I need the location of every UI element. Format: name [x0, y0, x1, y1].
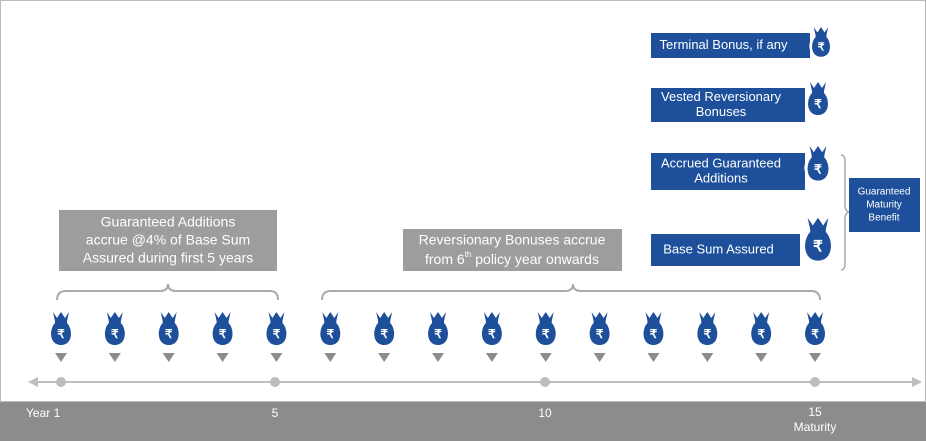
down-triangle [647, 353, 660, 362]
ga-note: Guaranteed Additions [101, 214, 236, 230]
down-triangle [162, 353, 175, 362]
rupee-symbol: ₹ [57, 327, 65, 341]
rupee-symbol: ₹ [273, 327, 281, 341]
year-label: 10 [538, 406, 552, 420]
benefit-label: Additions [694, 170, 748, 185]
benefit-label: Base Sum Assured [663, 241, 774, 256]
benefit-box [651, 33, 810, 58]
timeline-dot [56, 377, 66, 387]
ga-note-box [59, 210, 277, 271]
down-triangle [324, 353, 337, 362]
brace [321, 283, 821, 301]
down-triangle [701, 353, 714, 362]
down-triangle [270, 353, 283, 362]
timeline-dot [540, 377, 550, 387]
year-label: 5 [272, 406, 279, 420]
year-label: Year 1 [26, 406, 61, 420]
rb-note-box [403, 229, 622, 271]
rupee-symbol: ₹ [596, 327, 604, 341]
down-triangle [432, 353, 445, 362]
benefit-box [651, 88, 805, 122]
benefit-box [651, 234, 800, 266]
rb-note: policy year onwards [471, 251, 599, 267]
rupee-symbol: ₹ [380, 327, 388, 341]
timeline-dot [810, 377, 820, 387]
rupee-symbol: ₹ [814, 162, 823, 176]
year-label: 15 [808, 405, 822, 419]
down-triangle [539, 353, 552, 362]
rupee-symbol: ₹ [811, 327, 819, 341]
ga-note: accrue @4% of Base Sum [86, 232, 250, 248]
gmb: Benefit [868, 213, 899, 224]
rupee-symbol: ₹ [703, 327, 711, 341]
down-triangle [755, 353, 768, 362]
rb-note: Reversionary Bonuses accrue [419, 232, 606, 248]
down-triangle [378, 353, 391, 362]
ga-note: Assured during first 5 years [83, 250, 253, 266]
rb-note: from 6 [425, 251, 465, 267]
timeline-dot [270, 377, 280, 387]
gmb: Maturity [866, 200, 902, 211]
down-triangle [108, 353, 121, 362]
timeline-bar [0, 402, 926, 441]
down-triangle [55, 353, 67, 362]
benefit-box [651, 153, 805, 190]
down-triangle [216, 353, 229, 362]
rupee-symbol: ₹ [542, 327, 550, 341]
rupee-symbol: ₹ [813, 239, 823, 256]
rb-note: from 6th policy year onwards [425, 250, 599, 267]
rupee-symbol: ₹ [434, 327, 442, 341]
frame [0, 0, 926, 402]
brace [56, 283, 279, 301]
rupee-symbol: ₹ [814, 97, 822, 111]
benefit-label: Accrued Guaranteed [661, 155, 781, 170]
rupee-symbol: ₹ [757, 327, 765, 341]
benefit-label: Bonuses [696, 104, 747, 119]
maturity-label: Maturity [794, 420, 837, 434]
rb-note-sup: th [465, 250, 472, 259]
down-triangle [485, 353, 498, 362]
rupee-symbol: ₹ [650, 327, 658, 341]
down-triangle [593, 353, 606, 362]
rupee-symbol: ₹ [111, 327, 119, 341]
rupee-symbol: ₹ [818, 42, 825, 54]
rupee-symbol: ₹ [488, 327, 496, 341]
gmb-box [849, 178, 920, 232]
benefit-label: Terminal Bonus, if any [660, 37, 788, 52]
rupee-symbol: ₹ [219, 327, 227, 341]
rupee-symbol: ₹ [165, 327, 173, 341]
benefit-label: Vested Reversionary [661, 89, 781, 104]
gmb: Guaranteed [858, 187, 911, 198]
down-triangle [809, 353, 822, 362]
rupee-symbol: ₹ [326, 327, 334, 341]
